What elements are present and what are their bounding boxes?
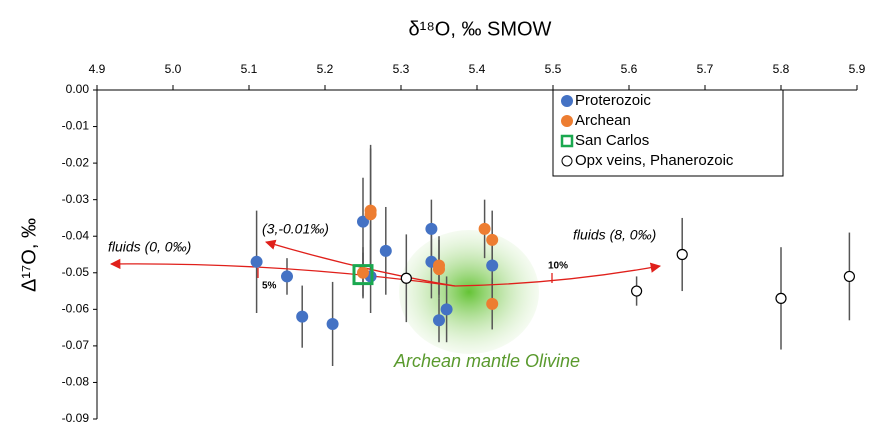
point [440,303,453,316]
x-tick-label: 5.7 [697,62,714,76]
y-tick-label: -0.02 [62,155,90,169]
point [843,270,856,283]
x-tick-label: 5.0 [165,62,182,76]
annotation: Archean mantle Olivine [393,351,580,371]
annotation: (3,-0.01‰) [262,221,329,237]
point [486,233,499,246]
annotation: fluids (8, 0‰) [573,227,656,243]
x-tick-label: 5.8 [773,62,790,76]
point [486,297,499,310]
point [326,317,339,330]
legend-label: Archean [575,112,631,129]
point [425,222,438,235]
point [400,272,412,284]
legend-marker [560,134,574,148]
x-tick-label: 5.3 [393,62,410,76]
point [352,264,374,286]
point [433,263,445,276]
x-tick-label: 5.6 [621,62,638,76]
legend-marker [561,155,573,167]
y-tick-label: -0.06 [62,302,90,316]
y-tick-label: -0.08 [62,375,90,389]
y-tick-label: -0.05 [62,265,90,279]
y-tick-label: -0.03 [62,192,90,206]
x-tick-label: 5.2 [317,62,334,76]
annotation: 5% [262,281,277,292]
legend-label: San Carlos [575,132,649,149]
point [676,248,688,261]
x-tick-label: 5.9 [849,62,866,76]
x-axis-title: δ¹⁸O, ‰ SMOW [409,18,552,40]
annotation: fluids (0, 0‰) [108,239,191,255]
y-tick-label: -0.01 [62,119,90,133]
point [296,310,309,323]
olivine-field [399,230,539,354]
point [250,255,263,268]
y-axis-title: Δ¹⁷O, ‰ [18,218,40,292]
y-tick-label: -0.04 [62,228,90,242]
point [357,266,369,279]
x-tick-label: 5.5 [545,62,562,76]
annotation: 10% [548,261,568,272]
y-tick-label: -0.07 [62,338,90,352]
x-tick-label: 5.4 [469,62,486,76]
point [379,244,392,257]
point [486,259,499,272]
x-tick-label: 5.1 [241,62,258,76]
y-tick-label: 0.00 [66,82,90,96]
legend-label: Proterozoic [575,92,651,109]
legend-box [552,89,784,177]
y-tick-label: -0.09 [62,411,90,425]
point [357,215,369,228]
legend-marker [561,115,573,127]
point [433,314,445,327]
point [281,270,293,283]
legend-marker [561,95,573,107]
point [478,222,491,235]
point [364,204,377,217]
x-tick-label: 4.9 [89,62,106,76]
legend-label: Opx veins, Phanerozoic [575,152,734,169]
point [630,285,643,297]
point [775,292,787,304]
